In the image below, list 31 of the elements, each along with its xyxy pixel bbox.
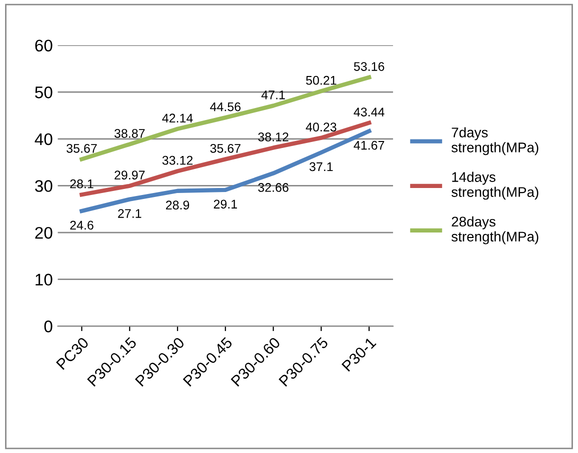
data-label: 29.97	[114, 170, 145, 180]
data-label: 28.9	[166, 200, 190, 210]
y-tick-label: 50	[35, 86, 52, 98]
y-tick-label: 40	[34, 133, 52, 146]
data-label: 41.67	[354, 140, 384, 150]
y-tick-label: 30	[35, 180, 52, 192]
legend-label: 14days strength(MPa)	[452, 172, 538, 200]
y-tick-label: 60	[35, 40, 52, 52]
data-label: 27.1	[118, 209, 142, 218]
data-label: 33.12	[162, 156, 193, 165]
data-label: 50.21	[306, 76, 336, 85]
legend-label: 28days strength(MPa)	[452, 216, 538, 244]
data-label: 42.14	[162, 114, 193, 122]
data-label: 35.67	[66, 144, 97, 153]
data-label: 44.56	[210, 102, 241, 112]
data-label: 47.1	[261, 90, 285, 100]
data-label: 24.6	[70, 220, 94, 230]
data-label: 37.1	[310, 162, 333, 172]
data-label: 32.66	[258, 183, 288, 192]
data-label: 28.1	[70, 179, 94, 188]
y-tick-label: 0	[44, 320, 52, 332]
data-label: 29.1	[214, 200, 237, 209]
y-tick-label: 20	[35, 226, 52, 239]
data-label: 35.67	[210, 144, 240, 153]
data-label: 43.44	[354, 108, 384, 116]
data-label: 53.16	[354, 62, 384, 71]
data-label: 40.23	[306, 122, 336, 132]
legend-label: 7days strength(MPa)	[452, 127, 538, 156]
y-tick-label: 10	[36, 274, 52, 286]
data-label: 38.87	[114, 128, 145, 138]
data-label: 38.12	[258, 132, 288, 142]
